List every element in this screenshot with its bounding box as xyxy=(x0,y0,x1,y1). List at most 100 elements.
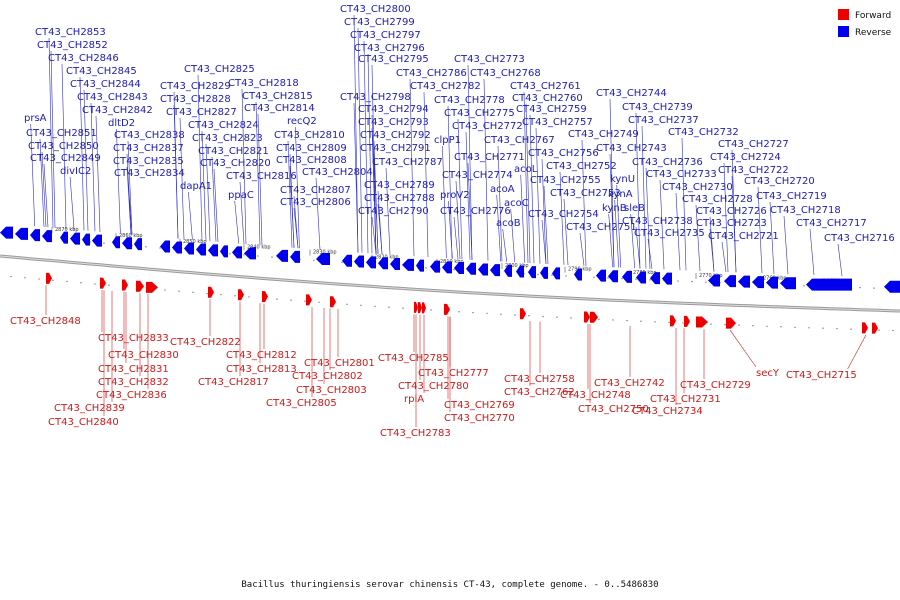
reverse-gene-label: CT43_CH2816 xyxy=(226,171,297,182)
reverse-gene-label: CT43_CH2853 xyxy=(35,27,106,38)
tick-label: 2870 kbp xyxy=(55,227,79,233)
forward-gene-arrow xyxy=(422,302,426,314)
reverse-label-leader xyxy=(455,180,461,260)
reverse-gene-label: CT43_CH2749 xyxy=(568,129,639,140)
reverse-label-leader xyxy=(453,216,459,260)
reverse-gene-label: CT43_CH2772 xyxy=(452,121,523,132)
reverse-label-leader xyxy=(371,216,377,254)
reverse-gene-label: CT43_CH2757 xyxy=(522,117,593,128)
reverse-gene-arrow xyxy=(504,264,512,277)
reverse-gene-label: CT43_CH2796 xyxy=(354,43,425,54)
reverse-gene-arrow xyxy=(208,244,218,257)
forward-gene-label: CT43_CH2769 xyxy=(444,400,515,411)
reverse-label-leader xyxy=(723,162,729,273)
reverse-gene-label: CT43_CH2754 xyxy=(528,209,599,220)
reverse-gene-label: acoA xyxy=(490,184,515,195)
forward-gene-label: CT43_CH2836 xyxy=(96,390,167,401)
reverse-gene-label: CT43_CH2735 xyxy=(634,228,705,239)
tick-label: 2850 kbp xyxy=(183,239,207,245)
forward-gene-label: CT43_CH2715 xyxy=(786,370,857,381)
reverse-gene-arrow xyxy=(112,236,120,249)
reverse-label-leader xyxy=(448,200,453,259)
reverse-gene-arrow xyxy=(0,226,13,239)
minor-tick-dot xyxy=(290,299,292,301)
reverse-label-leader xyxy=(43,163,49,228)
forward-gene-label: rpiA xyxy=(404,394,424,405)
reverse-gene-label: CT43_CH2823 xyxy=(192,133,263,144)
reverse-label-leader xyxy=(385,167,391,255)
reverse-gene-label: CT43_CH2807 xyxy=(280,185,351,196)
minor-tick-dot xyxy=(271,256,273,258)
reverse-label-leader xyxy=(579,232,585,266)
reverse-gene-label: CT43_CH2844 xyxy=(70,79,141,90)
reverse-gene-label: kynB xyxy=(602,203,627,214)
minor-tick-dot xyxy=(346,303,348,306)
forward-gene-label: CT43_CH2801 xyxy=(304,358,375,369)
reverse-gene-label: CT43_CH2800 xyxy=(340,4,411,15)
reverse-gene-label: CT43_CH2835 xyxy=(113,156,184,167)
backbone-highlight xyxy=(0,255,900,312)
forward-gene-label: CT43_CH2802 xyxy=(292,371,363,382)
minor-tick-dot xyxy=(691,280,693,283)
reverse-gene-arrow xyxy=(752,276,764,289)
reverse-gene-label: CT43_CH2837 xyxy=(113,143,184,154)
minor-tick-dot xyxy=(458,311,460,313)
reverse-label-leader xyxy=(659,179,665,270)
forward-gene-label: CT43_CH2783 xyxy=(380,428,451,439)
tick-label: 2840 kbp xyxy=(247,244,271,250)
reverse-label-leader xyxy=(353,14,359,253)
reverse-gene-arrow xyxy=(276,249,288,262)
reverse-label-leader xyxy=(837,243,843,277)
reverse-gene-arrow xyxy=(766,276,778,289)
reverse-label-leader xyxy=(559,171,565,265)
reverse-label-leader xyxy=(179,117,185,240)
reverse-gene-label: CT43_CH2821 xyxy=(198,146,269,157)
reverse-gene-label: CT43_CH2738 xyxy=(622,216,693,227)
reverse-label-leader xyxy=(635,226,641,269)
reverse-label-leader xyxy=(581,139,587,266)
forward-gene-arrow xyxy=(330,296,336,308)
minor-tick-dot xyxy=(850,328,852,330)
reverse-label-leader xyxy=(241,88,247,245)
reverse-label-leader xyxy=(373,153,379,254)
reverse-gene-label: CT43_CH2752 xyxy=(546,161,617,172)
reverse-gene-arrow xyxy=(636,271,646,284)
genome-caption: Bacillus thuringiensis serovar chinensis… xyxy=(241,580,658,590)
reverse-gene-label: CT43_CH2724 xyxy=(710,152,781,163)
minor-tick-dot xyxy=(598,318,600,321)
reverse-gene-arrow xyxy=(92,234,102,247)
minor-tick-dot xyxy=(388,306,390,308)
reverse-gene-arrow xyxy=(884,280,900,293)
forward-gene-label: CT43_CH2833 xyxy=(98,333,169,344)
reverse-label-leader xyxy=(502,228,508,262)
reverse-label-leader xyxy=(497,145,503,262)
tick-label: 2860 kbp xyxy=(119,233,143,239)
minor-tick-dot xyxy=(738,324,740,326)
forward-gene-label: CT43_CH2780 xyxy=(398,381,469,392)
minor-tick-dot xyxy=(514,314,516,316)
reverse-gene-label: CT43_CH2815 xyxy=(242,91,313,102)
reverse-gene-arrow xyxy=(15,227,28,240)
reverse-gene-label: CT43_CH2804 xyxy=(302,167,373,178)
reverse-label-leader xyxy=(609,98,615,268)
reverse-label-leader xyxy=(69,176,75,230)
reverse-label-leader xyxy=(616,184,622,268)
minor-tick-dot xyxy=(528,315,530,317)
reverse-gene-label: CT43_CH2827 xyxy=(166,107,237,118)
tick-label: 2770 kbp xyxy=(699,273,723,279)
minor-tick-dot xyxy=(668,321,670,324)
reverse-gene-label: CT43_CH2842 xyxy=(82,105,153,116)
reverse-label-leader xyxy=(213,168,219,242)
reverse-gene-label: CT43_CH2795 xyxy=(358,54,429,65)
minor-tick-dot xyxy=(220,293,222,296)
minor-tick-dot xyxy=(425,267,427,269)
forward-gene-label: CT43_CH2840 xyxy=(48,417,119,428)
reverse-label-leader xyxy=(30,123,36,227)
reverse-label-leader xyxy=(510,208,516,263)
minor-tick-dot xyxy=(360,304,362,307)
reverse-gene-arrow xyxy=(708,274,720,287)
reverse-gene-label: CT43_CH2797 xyxy=(350,30,421,41)
minor-tick-dot xyxy=(374,305,376,308)
minor-tick-dot xyxy=(752,325,754,327)
reverse-gene-label: CT43_CH2834 xyxy=(114,168,185,179)
